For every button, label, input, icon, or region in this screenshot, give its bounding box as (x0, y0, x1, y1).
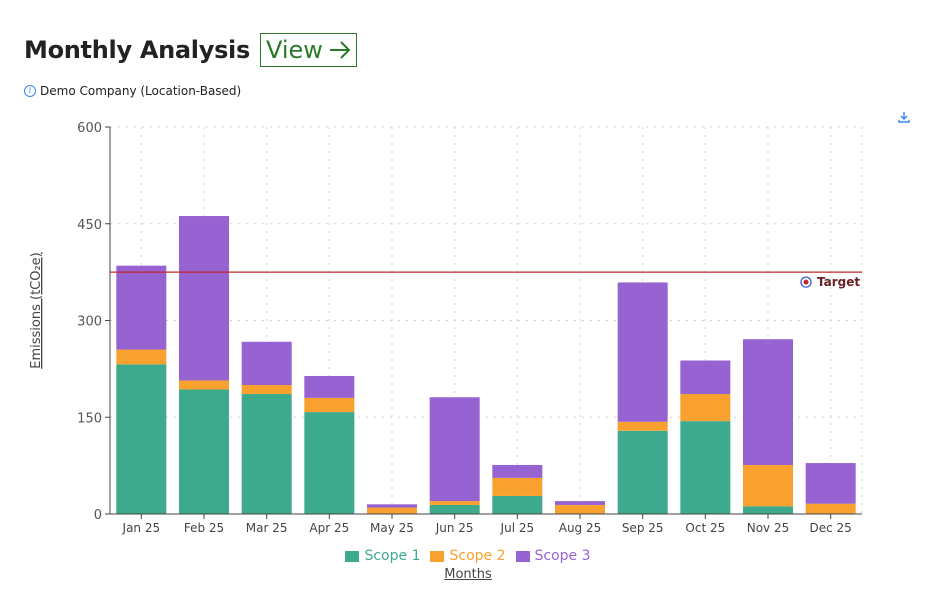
page-title: Monthly Analysis (24, 36, 250, 64)
bar-scope-2 (680, 394, 731, 422)
bar-scope-2 (241, 385, 292, 395)
subtitle-text: Demo Company (Location-Based) (40, 84, 242, 98)
stacked-bar-chart: 0 150 300 450 600 Jan 25 Feb 25 Mar 25 Apr 25 May… (29, 121, 863, 535)
x-tick-label: Sep 25 (622, 521, 664, 535)
bar-scope-2 (304, 397, 355, 413)
legend-label: Scope 1 (364, 548, 421, 564)
bar-scope-3 (304, 375, 355, 398)
x-tick-label: Jul 25 (500, 521, 535, 535)
x-tick-label: Feb 25 (184, 521, 224, 535)
legend-swatch (515, 550, 530, 562)
bar-scope-3 (805, 463, 856, 504)
bar-scope-1 (429, 504, 480, 514)
legend-swatch (345, 550, 360, 562)
y-tick-label: 150 (77, 411, 102, 426)
info-icon[interactable]: i (24, 85, 36, 97)
x-tick-label: Apr 25 (309, 521, 349, 535)
bar-scope-1 (179, 389, 229, 514)
x-axis-label-text: Months (444, 567, 492, 582)
y-axis-label: Emissions (tCO₂e) (29, 252, 44, 369)
bar-scope-3 (492, 464, 543, 478)
bar-scope-2 (116, 349, 167, 365)
bar-scope-3 (116, 265, 167, 350)
y-tick-label: 450 (77, 218, 102, 233)
bar-scope-1 (241, 394, 292, 514)
legend-label: Scope 3 (534, 548, 591, 564)
x-axis-label: Months (0, 567, 936, 582)
bar-scope-3 (179, 216, 229, 381)
bar-scope-2 (367, 507, 417, 514)
y-tick-label: 0 (94, 508, 102, 523)
header: Monthly Analysis View (24, 33, 357, 67)
legend-label: Scope 2 (449, 548, 506, 564)
bar-scope-2 (743, 464, 793, 507)
legend-swatch (430, 550, 445, 562)
x-tick-label: Oct 25 (685, 521, 725, 535)
arrow-right-icon (329, 41, 351, 59)
bar-scope-2 (429, 501, 480, 505)
bar-scope-1 (680, 421, 731, 514)
bar-scope-1 (743, 506, 793, 514)
target-icon-center (803, 279, 809, 285)
legend-item-scope-1[interactable]: Scope 1 (345, 548, 420, 564)
legend-item-scope-2[interactable]: Scope 2 (430, 548, 506, 564)
bar-scope-1 (492, 495, 543, 514)
bar-scope-3 (680, 360, 731, 395)
bar-scope-3 (617, 282, 668, 422)
bar-scope-2 (555, 504, 605, 514)
bar-scope-3 (429, 397, 480, 502)
bar-scope-1 (304, 412, 355, 514)
view-button[interactable]: View (259, 33, 357, 67)
bar-scope-2 (492, 477, 543, 496)
x-tick-label: Jun 25 (435, 521, 474, 535)
y-tick-label: 300 (77, 315, 102, 330)
x-tick-label: Dec 25 (810, 521, 852, 535)
x-tick-label: Aug 25 (559, 521, 602, 535)
bar-scope-2 (617, 421, 668, 431)
legend: Scope 1 Scope 2 Scope 3 (0, 548, 936, 564)
x-tick-label: Nov 25 (747, 521, 790, 535)
view-button-label: View (265, 36, 323, 64)
bar-scope-3 (555, 501, 605, 505)
bar-scope-3 (743, 339, 793, 465)
bar-scope-2 (805, 503, 856, 514)
bar-scope-2 (179, 380, 229, 390)
bar-scope-1 (116, 364, 167, 514)
x-tick-label: Mar 25 (246, 521, 288, 535)
bar-scope-3 (241, 341, 292, 385)
x-tick-label: Jan 25 (122, 521, 161, 535)
bar-scope-1 (617, 430, 668, 514)
legend-item-scope-3[interactable]: Scope 3 (515, 548, 591, 564)
y-tick-label: 600 (77, 121, 102, 136)
x-tick-label: May 25 (370, 521, 414, 535)
target-label: Target (817, 275, 860, 289)
company-subtitle: i Demo Company (Location-Based) (24, 84, 241, 98)
bar-scope-3 (367, 504, 417, 508)
download-icon[interactable] (897, 110, 911, 124)
